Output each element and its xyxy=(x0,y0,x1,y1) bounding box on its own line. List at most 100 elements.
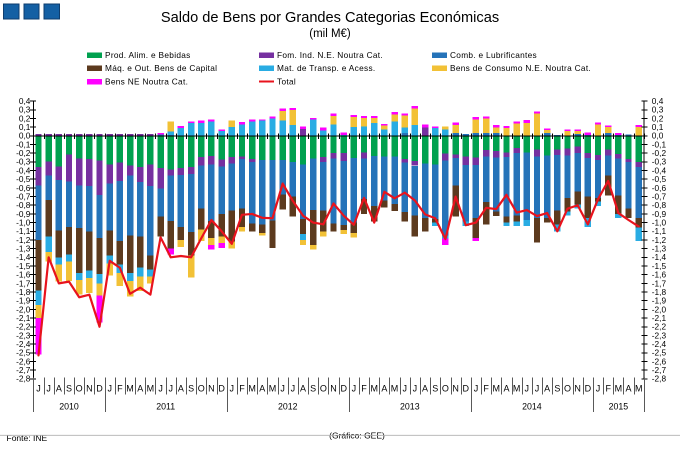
svg-text:-1,2: -1,2 xyxy=(652,235,667,245)
svg-text:0,0: 0,0 xyxy=(652,131,664,141)
svg-text:-1,5: -1,5 xyxy=(652,261,667,271)
svg-text:-2,0: -2,0 xyxy=(652,304,667,314)
svg-text:A: A xyxy=(56,384,62,394)
svg-text:S: S xyxy=(66,384,72,394)
svg-text:S: S xyxy=(432,384,438,394)
svg-text:-0,1: -0,1 xyxy=(16,139,31,149)
svg-text:O: O xyxy=(564,384,571,394)
svg-text:F: F xyxy=(483,384,489,394)
svg-text:0,2: 0,2 xyxy=(652,113,664,123)
svg-text:J: J xyxy=(402,384,407,394)
svg-text:A: A xyxy=(300,384,306,394)
svg-text:N: N xyxy=(86,384,93,394)
svg-text:Saldo de Bens por Grandes Cate: Saldo de Bens por Grandes Categorias Eco… xyxy=(161,10,499,26)
svg-text:-1,2: -1,2 xyxy=(16,235,31,245)
svg-text:Comb. e Lubrificantes: Comb. e Lubrificantes xyxy=(450,50,537,60)
svg-text:2012: 2012 xyxy=(278,402,298,412)
svg-text:M: M xyxy=(248,384,256,394)
svg-text:J: J xyxy=(352,384,357,394)
svg-text:Fonte: INE: Fonte: INE xyxy=(7,433,48,443)
svg-text:J: J xyxy=(168,384,173,394)
svg-text:0,4: 0,4 xyxy=(652,96,664,106)
svg-text:2010: 2010 xyxy=(59,402,79,412)
svg-text:M: M xyxy=(370,384,378,394)
svg-text:-0,7: -0,7 xyxy=(652,191,667,201)
svg-text:-1,9: -1,9 xyxy=(16,296,31,306)
svg-text:O: O xyxy=(320,384,327,394)
svg-text:-0,5: -0,5 xyxy=(652,174,667,184)
svg-text:D: D xyxy=(218,384,225,394)
svg-text:-2,8: -2,8 xyxy=(652,374,667,384)
svg-text:-2,5: -2,5 xyxy=(652,348,667,358)
svg-text:Máq. e Out. Bens de Capital: Máq. e Out. Bens de Capital xyxy=(105,63,217,73)
svg-text:Fom. Ind. N.E. Noutra Cat.: Fom. Ind. N.E. Noutra Cat. xyxy=(277,50,383,60)
svg-text:-2,1: -2,1 xyxy=(652,313,667,323)
svg-text:-0,9: -0,9 xyxy=(652,209,667,219)
svg-text:0,1: 0,1 xyxy=(19,122,31,132)
svg-text:2014: 2014 xyxy=(522,402,542,412)
svg-text:-0,5: -0,5 xyxy=(16,174,31,184)
svg-text:D: D xyxy=(585,384,592,394)
svg-text:-2,3: -2,3 xyxy=(652,330,667,340)
svg-text:J: J xyxy=(413,384,418,394)
svg-text:0,4: 0,4 xyxy=(19,96,31,106)
svg-text:-2,4: -2,4 xyxy=(16,339,31,349)
svg-text:-1,3: -1,3 xyxy=(652,244,667,254)
svg-text:M: M xyxy=(147,384,155,394)
svg-text:N: N xyxy=(208,384,215,394)
svg-text:F: F xyxy=(117,384,123,394)
svg-text:Prod. Alim. e Bebidas: Prod. Alim. e Bebidas xyxy=(105,50,191,60)
svg-text:0,0: 0,0 xyxy=(19,131,31,141)
svg-text:A: A xyxy=(544,384,550,394)
svg-text:-2,2: -2,2 xyxy=(16,322,31,332)
svg-text:-1,3: -1,3 xyxy=(16,244,31,254)
svg-text:A: A xyxy=(422,384,428,394)
svg-text:O: O xyxy=(76,384,83,394)
svg-text:M: M xyxy=(615,384,623,394)
svg-text:M: M xyxy=(269,384,277,394)
svg-text:N: N xyxy=(574,384,581,394)
svg-text:-1,8: -1,8 xyxy=(16,287,31,297)
svg-text:2011: 2011 xyxy=(156,402,175,412)
svg-text:0,3: 0,3 xyxy=(652,105,664,115)
svg-text:-2,1: -2,1 xyxy=(16,313,31,323)
svg-text:-0,9: -0,9 xyxy=(16,209,31,219)
svg-text:2013: 2013 xyxy=(400,402,420,412)
svg-text:J: J xyxy=(280,384,285,394)
svg-text:N: N xyxy=(452,384,459,394)
svg-text:-1,0: -1,0 xyxy=(16,218,31,228)
svg-text:-2,0: -2,0 xyxy=(16,304,31,314)
svg-text:-2,3: -2,3 xyxy=(16,330,31,340)
svg-text:-0,4: -0,4 xyxy=(652,165,667,175)
svg-text:M: M xyxy=(126,384,134,394)
svg-text:-1,6: -1,6 xyxy=(652,270,667,280)
svg-text:-1,4: -1,4 xyxy=(652,252,667,262)
svg-text:S: S xyxy=(188,384,194,394)
svg-text:-0,3: -0,3 xyxy=(16,157,31,167)
svg-text:0,3: 0,3 xyxy=(19,105,31,115)
svg-text:2015: 2015 xyxy=(609,402,629,412)
svg-text:Mat. de Transp. e Acess.: Mat. de Transp. e Acess. xyxy=(277,63,376,73)
svg-text:F: F xyxy=(239,384,245,394)
svg-text:-0,8: -0,8 xyxy=(16,200,31,210)
svg-text:J: J xyxy=(107,384,112,394)
svg-text:A: A xyxy=(137,384,143,394)
svg-text:J: J xyxy=(596,384,601,394)
svg-text:J: J xyxy=(158,384,163,394)
svg-text:O: O xyxy=(442,384,449,394)
svg-text:-1,8: -1,8 xyxy=(652,287,667,297)
svg-text:A: A xyxy=(178,384,184,394)
svg-text:-1,4: -1,4 xyxy=(16,252,31,262)
svg-text:A: A xyxy=(381,384,387,394)
svg-text:-0,3: -0,3 xyxy=(652,157,667,167)
svg-text:-1,1: -1,1 xyxy=(652,226,667,236)
svg-text:-0,8: -0,8 xyxy=(652,200,667,210)
svg-text:M: M xyxy=(493,384,501,394)
svg-text:-2,7: -2,7 xyxy=(16,365,31,375)
svg-text:(mil M€): (mil M€) xyxy=(309,28,351,40)
svg-text:-0,4: -0,4 xyxy=(16,165,31,175)
svg-text:-1,9: -1,9 xyxy=(652,296,667,306)
svg-text:J: J xyxy=(525,384,530,394)
svg-text:-1,7: -1,7 xyxy=(16,278,31,288)
svg-text:Total: Total xyxy=(277,77,296,87)
